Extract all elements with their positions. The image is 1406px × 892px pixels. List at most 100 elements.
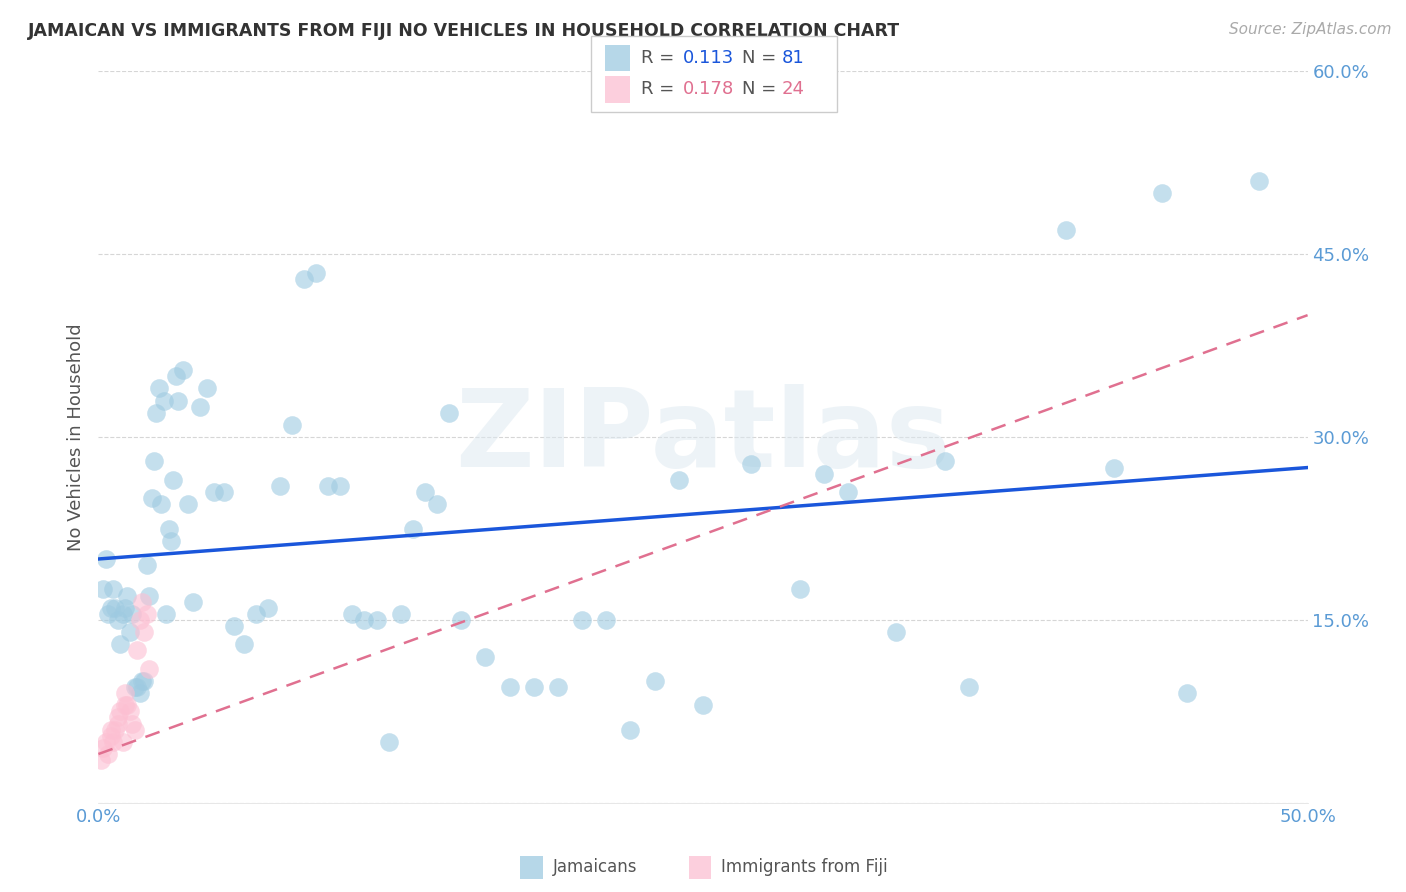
Point bbox=[135, 607, 157, 621]
Point bbox=[155, 607, 177, 621]
Point bbox=[91, 740, 114, 755]
Point bbox=[934, 454, 956, 468]
Point bbox=[127, 643, 149, 657]
Point bbox=[181, 594, 204, 608]
Point bbox=[94, 552, 117, 566]
Point bbox=[117, 698, 139, 713]
Point bbox=[172, 363, 194, 377]
Point bbox=[145, 406, 167, 420]
Point bbox=[124, 680, 146, 694]
Point bbox=[94, 735, 117, 749]
Point bbox=[523, 680, 546, 694]
Point bbox=[167, 393, 190, 408]
Point bbox=[131, 673, 153, 688]
Point bbox=[342, 607, 364, 621]
Point bbox=[150, 497, 173, 511]
Point bbox=[595, 613, 617, 627]
Point bbox=[121, 607, 143, 621]
Point bbox=[1054, 223, 1077, 237]
Point bbox=[138, 662, 160, 676]
Point bbox=[232, 637, 254, 651]
Point bbox=[1152, 186, 1174, 201]
Point bbox=[269, 479, 291, 493]
Point bbox=[245, 607, 267, 621]
Point bbox=[813, 467, 835, 481]
Point bbox=[668, 473, 690, 487]
Point bbox=[437, 406, 460, 420]
Point bbox=[188, 400, 211, 414]
Point bbox=[957, 680, 980, 694]
Point bbox=[498, 680, 520, 694]
Point bbox=[107, 716, 129, 731]
Point bbox=[111, 607, 134, 621]
Point bbox=[104, 600, 127, 615]
Point bbox=[1102, 460, 1125, 475]
Point bbox=[148, 381, 170, 395]
Point bbox=[353, 613, 375, 627]
Point bbox=[222, 619, 245, 633]
Point bbox=[117, 589, 139, 603]
Point bbox=[101, 582, 124, 597]
Point bbox=[366, 613, 388, 627]
Point bbox=[138, 589, 160, 603]
Point bbox=[143, 454, 166, 468]
Text: N =: N = bbox=[742, 49, 782, 67]
Point bbox=[212, 485, 235, 500]
Point bbox=[204, 485, 226, 500]
Text: R =: R = bbox=[641, 80, 681, 98]
Point bbox=[114, 698, 136, 713]
Point bbox=[157, 521, 180, 535]
Text: 81: 81 bbox=[782, 49, 804, 67]
Point bbox=[131, 594, 153, 608]
Point bbox=[114, 600, 136, 615]
Point bbox=[740, 457, 762, 471]
Point bbox=[571, 613, 593, 627]
Point bbox=[127, 680, 149, 694]
Point bbox=[100, 723, 122, 737]
Point bbox=[97, 607, 120, 621]
Point bbox=[108, 705, 131, 719]
Point bbox=[141, 491, 163, 505]
Point bbox=[177, 497, 200, 511]
Text: 0.113: 0.113 bbox=[683, 49, 734, 67]
Point bbox=[134, 673, 156, 688]
Point bbox=[377, 735, 399, 749]
Point bbox=[100, 729, 122, 743]
Point bbox=[329, 479, 352, 493]
Point bbox=[104, 723, 127, 737]
Point bbox=[90, 753, 112, 767]
Point bbox=[316, 479, 339, 493]
Point bbox=[389, 607, 412, 621]
Text: R =: R = bbox=[641, 49, 681, 67]
Text: 24: 24 bbox=[782, 80, 804, 98]
Point bbox=[886, 625, 908, 640]
Point bbox=[1249, 174, 1271, 188]
Point bbox=[107, 613, 129, 627]
Text: ZIPatlas: ZIPatlas bbox=[456, 384, 950, 490]
Point bbox=[152, 393, 174, 408]
Point bbox=[402, 521, 425, 535]
Point bbox=[107, 710, 129, 724]
Point bbox=[450, 613, 472, 627]
Point bbox=[305, 266, 328, 280]
Point bbox=[111, 735, 134, 749]
Text: Immigrants from Fiji: Immigrants from Fiji bbox=[721, 858, 889, 877]
Point bbox=[101, 735, 124, 749]
Point bbox=[124, 723, 146, 737]
Point bbox=[160, 533, 183, 548]
Text: 0.178: 0.178 bbox=[683, 80, 734, 98]
Text: Source: ZipAtlas.com: Source: ZipAtlas.com bbox=[1229, 22, 1392, 37]
Point bbox=[256, 600, 278, 615]
Text: Jamaicans: Jamaicans bbox=[553, 858, 637, 877]
Point bbox=[292, 271, 315, 285]
Point bbox=[128, 613, 150, 627]
Point bbox=[195, 381, 218, 395]
Point bbox=[619, 723, 641, 737]
Point bbox=[837, 485, 859, 500]
Point bbox=[121, 716, 143, 731]
Point bbox=[474, 649, 496, 664]
Text: JAMAICAN VS IMMIGRANTS FROM FIJI NO VEHICLES IN HOUSEHOLD CORRELATION CHART: JAMAICAN VS IMMIGRANTS FROM FIJI NO VEHI… bbox=[28, 22, 900, 40]
Point bbox=[547, 680, 569, 694]
Point bbox=[128, 686, 150, 700]
Point bbox=[135, 558, 157, 573]
